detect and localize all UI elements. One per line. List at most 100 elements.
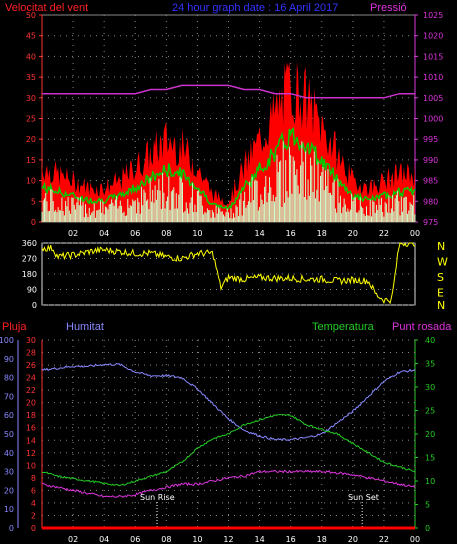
temperature-tick: 25 bbox=[425, 407, 435, 416]
dir-compass-label: N bbox=[437, 299, 445, 312]
rain-tick: 14 bbox=[26, 436, 36, 445]
wind-speed-tick: 0 bbox=[31, 218, 36, 227]
rain-tick: 0 bbox=[31, 524, 36, 533]
rain-tick: 24 bbox=[26, 374, 36, 383]
bottom-x-tick: 18 bbox=[317, 535, 327, 544]
pressure-tick: 1010 bbox=[423, 73, 443, 82]
rain-tick: 8 bbox=[31, 474, 36, 483]
rain-tick: 12 bbox=[26, 449, 36, 458]
bottom-x-tick: 02 bbox=[68, 535, 78, 544]
top-x-tick: 04 bbox=[99, 229, 109, 238]
temperature-tick: 20 bbox=[425, 430, 435, 439]
wind-speed-tick: 25 bbox=[26, 115, 36, 124]
top-x-tick: 02 bbox=[68, 229, 78, 238]
bottom-x-tick: 00 bbox=[410, 535, 420, 544]
dir-tick: 360 bbox=[22, 239, 37, 248]
sun-rise-label: Sun Rise bbox=[140, 493, 175, 502]
pressure-tick: 1000 bbox=[423, 115, 443, 124]
humidity-tick: 40 bbox=[4, 449, 14, 458]
pressure-tick: 990 bbox=[423, 156, 438, 165]
dir-tick: 180 bbox=[22, 270, 37, 279]
pressure-tick: 985 bbox=[423, 177, 438, 186]
wind-speed-tick: 35 bbox=[26, 73, 36, 82]
bottom-x-tick: 10 bbox=[192, 535, 202, 544]
top-x-tick: 12 bbox=[223, 229, 233, 238]
bottom-x-tick: 14 bbox=[254, 535, 264, 544]
humidity-label: Humitat bbox=[66, 321, 104, 333]
humidity-tick: 50 bbox=[4, 430, 14, 439]
wind-speed-tick: 5 bbox=[31, 197, 36, 206]
dir-tick: 270 bbox=[22, 255, 37, 264]
rain-tick: 6 bbox=[31, 486, 36, 495]
direction-line bbox=[41, 242, 416, 305]
humidity-tick: 70 bbox=[4, 392, 14, 401]
rain-tick: 20 bbox=[26, 399, 36, 408]
humidity-tick: 0 bbox=[9, 524, 14, 533]
humidity-tick: 20 bbox=[4, 486, 14, 495]
bottom-x-tick: 12 bbox=[223, 535, 233, 544]
humidity-tick: 80 bbox=[4, 374, 14, 383]
avg-wind-line bbox=[41, 127, 416, 212]
humidity-temperature-panel: 0102030405060708090100024681012141618202… bbox=[0, 336, 435, 544]
wind-speed-tick: 50 bbox=[26, 11, 36, 20]
top-x-tick: 00 bbox=[410, 229, 420, 238]
humidity-tick: 60 bbox=[4, 411, 14, 420]
rain-label: Pluja bbox=[2, 321, 27, 333]
rain-tick: 28 bbox=[26, 349, 36, 358]
pressure-tick: 975 bbox=[423, 218, 438, 227]
top-x-tick: 16 bbox=[286, 229, 296, 238]
pressure-label: Pressió bbox=[370, 2, 407, 14]
temperature-line bbox=[41, 414, 416, 487]
pressure-tick: 995 bbox=[423, 135, 438, 144]
pressure-tick: 1015 bbox=[423, 52, 443, 61]
pressure-line bbox=[42, 84, 415, 99]
temperature-tick: 35 bbox=[425, 360, 435, 369]
dewpoint-line bbox=[41, 469, 416, 498]
temperature-tick: 40 bbox=[425, 336, 435, 345]
top-x-tick: 20 bbox=[348, 229, 358, 238]
rain-tick: 26 bbox=[26, 361, 36, 370]
wind-speed-label: Velocitat del vent bbox=[5, 2, 88, 14]
humidity-tick: 10 bbox=[4, 505, 14, 514]
top-x-tick: 22 bbox=[379, 229, 389, 238]
pressure-tick: 980 bbox=[423, 197, 438, 206]
top-x-tick: 18 bbox=[317, 229, 327, 238]
bottom-x-tick: 22 bbox=[379, 535, 389, 544]
temperature-label: Temperatura bbox=[312, 321, 375, 333]
rain-tick: 30 bbox=[26, 336, 36, 345]
dir-tick: 0 bbox=[32, 301, 37, 310]
pressure-tick: 1005 bbox=[423, 94, 443, 103]
dir-compass-label: N bbox=[437, 240, 445, 253]
bottom-x-tick: 20 bbox=[348, 535, 358, 544]
dir-tick: 90 bbox=[27, 286, 37, 295]
top-x-tick: 10 bbox=[192, 229, 202, 238]
top-x-tick: 06 bbox=[130, 229, 140, 238]
dir-compass-label: E bbox=[437, 287, 444, 300]
wind-speed-tick: 30 bbox=[26, 94, 36, 103]
humidity-line bbox=[41, 362, 416, 442]
rain-tick: 16 bbox=[26, 424, 36, 433]
bottom-x-tick: 04 bbox=[99, 535, 109, 544]
temperature-tick: 30 bbox=[425, 383, 435, 392]
pressure-tick: 1020 bbox=[423, 32, 443, 41]
wind-pressure-panel: 0510152025303540455097598098599099510001… bbox=[26, 11, 444, 238]
wind-speed-tick: 40 bbox=[26, 52, 36, 61]
rain-tick: 18 bbox=[26, 411, 36, 420]
humidity-tick: 30 bbox=[4, 468, 14, 477]
bottom-x-tick: 08 bbox=[161, 535, 171, 544]
temperature-tick: 5 bbox=[425, 501, 430, 510]
humidity-tick: 90 bbox=[4, 355, 14, 364]
dewpoint-label: Punt rosada bbox=[392, 321, 452, 333]
bottom-x-tick: 06 bbox=[130, 535, 140, 544]
wind-speed-tick: 15 bbox=[26, 156, 36, 165]
temperature-tick: 10 bbox=[425, 477, 435, 486]
rain-tick: 2 bbox=[31, 511, 36, 520]
rain-tick: 4 bbox=[31, 499, 36, 508]
temperature-tick: 15 bbox=[425, 454, 435, 463]
wind-speed-tick: 45 bbox=[26, 32, 36, 41]
wind-speed-tick: 10 bbox=[26, 177, 36, 186]
rain-tick: 22 bbox=[26, 386, 36, 395]
humidity-tick: 100 bbox=[0, 336, 14, 345]
sun-set-label: Sun Set bbox=[348, 493, 379, 502]
